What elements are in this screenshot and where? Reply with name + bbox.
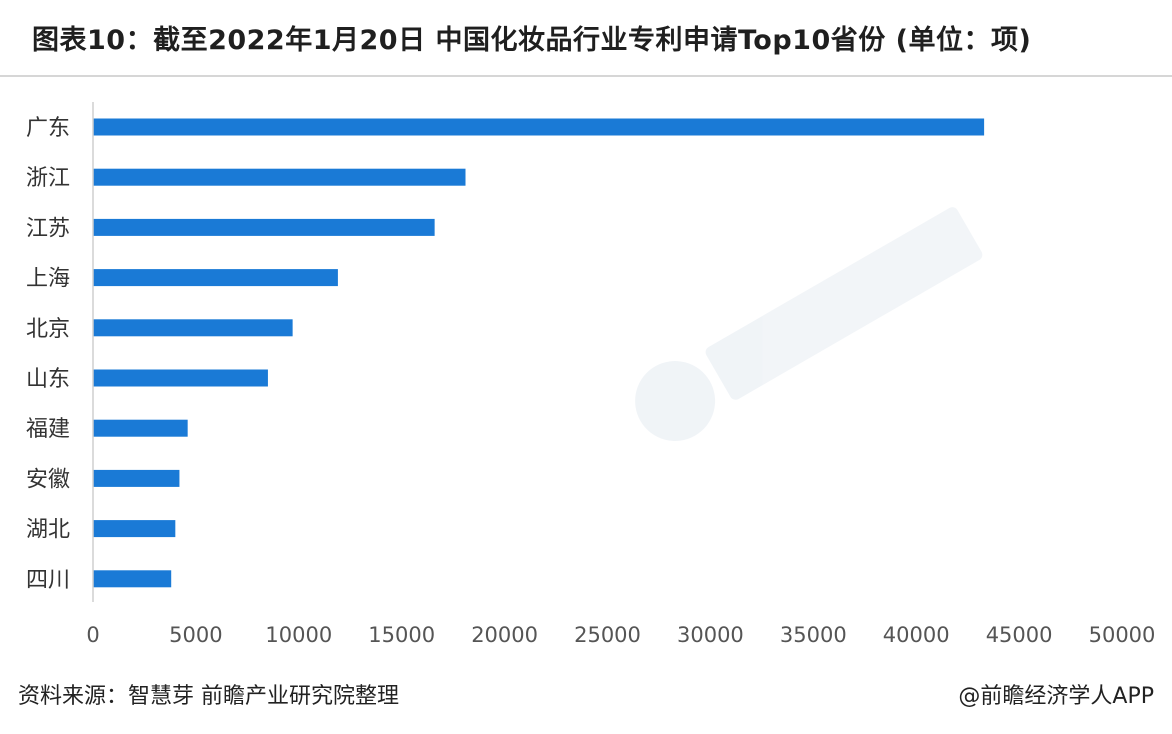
bar-10 <box>93 570 172 588</box>
source-note: 资料来源：智慧芽 前瞻产业研究院整理 <box>18 684 399 709</box>
category-label: 四川 <box>26 568 70 593</box>
x-tick-label: 10000 <box>265 623 332 647</box>
category-label: 上海 <box>26 267 70 292</box>
bar-3 <box>93 218 435 236</box>
bar-5 <box>93 319 293 337</box>
x-tick-label: 40000 <box>883 623 950 647</box>
chart-title: 图表10：截至2022年1月20日 中国化妆品行业专利申请Top10省份 (单位… <box>32 25 1032 56</box>
category-label: 浙江 <box>26 166 70 191</box>
x-tick-label: 15000 <box>368 623 435 647</box>
bar-8 <box>93 469 180 487</box>
category-label: 福建 <box>26 417 70 442</box>
bar-4 <box>93 269 338 287</box>
bar-6 <box>93 369 268 387</box>
x-tick-label: 45000 <box>986 623 1053 647</box>
category-label: 北京 <box>26 317 70 342</box>
bar-1 <box>93 118 985 136</box>
bar-9 <box>93 520 176 538</box>
bar-7 <box>93 419 188 437</box>
credit-note: @前瞻经济学人APP <box>958 684 1154 709</box>
x-tick-label: 25000 <box>574 623 641 647</box>
category-label: 江苏 <box>26 216 70 241</box>
title-divider <box>0 75 1172 77</box>
x-tick-label: 30000 <box>677 623 744 647</box>
x-tick-label: 5000 <box>169 623 222 647</box>
x-tick-label: 50000 <box>1089 623 1156 647</box>
category-label: 山东 <box>26 367 70 392</box>
category-label: 湖北 <box>26 518 70 543</box>
category-label: 广东 <box>26 116 70 141</box>
x-tick-label: 0 <box>86 623 99 647</box>
x-tick-label: 20000 <box>471 623 538 647</box>
category-label: 安徽 <box>26 467 70 492</box>
bar-2 <box>93 168 466 186</box>
x-tick-label: 35000 <box>780 623 847 647</box>
